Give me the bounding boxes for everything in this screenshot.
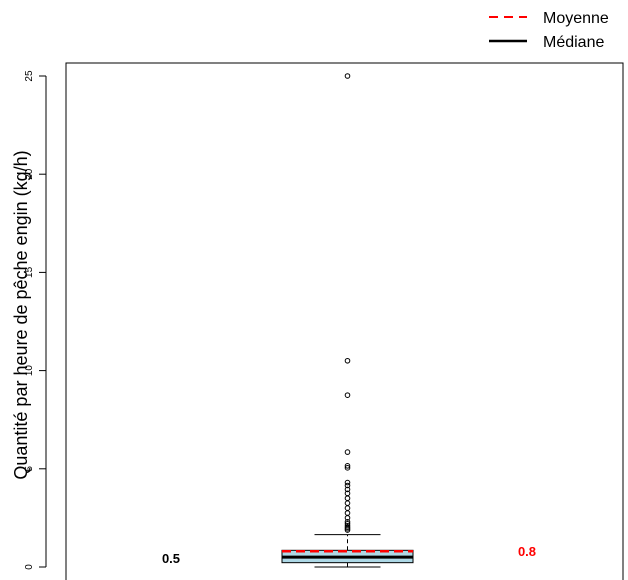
y-tick-label-0: 0 (24, 564, 35, 570)
outlier-point-0 (344, 73, 351, 79)
legend-item-mean: Moyenne (543, 10, 609, 27)
median-value-label: 0.5 (162, 551, 180, 566)
outlier-point-8 (344, 486, 351, 493)
legend-item-median: Médiane (543, 34, 604, 51)
y-tick-label-25: 25 (24, 70, 35, 82)
outlier-point-4 (344, 463, 351, 469)
y-axis: 0 5 10 15 20 25 (24, 70, 47, 570)
mean-value-label: 0.8 (518, 544, 536, 559)
y-tick-label-15: 15 (24, 266, 35, 278)
outlier-point-3 (344, 449, 351, 455)
outlier-point-14 (344, 515, 351, 521)
outlier-point-5 (344, 465, 351, 471)
plot-frame (65, 62, 624, 580)
outlier-point-6 (344, 479, 351, 486)
outlier-point-12 (344, 505, 351, 511)
outlier-point-20 (344, 527, 351, 533)
boxplot (281, 73, 414, 568)
y-tick-label-10: 10 (24, 365, 35, 377)
legend: Moyenne Médiane (489, 10, 609, 51)
outlier-point-15 (344, 519, 351, 525)
y-tick-label-20: 20 (24, 168, 35, 180)
outlier-point-1 (344, 357, 351, 364)
outlier-point-10 (344, 495, 351, 502)
outlier-point-13 (344, 510, 351, 516)
outlier-point-11 (344, 500, 351, 506)
y-axis-label: Quantité par heure de pêche engin (kg/h) (11, 150, 31, 479)
y-tick-label-5: 5 (24, 466, 35, 472)
outlier-point-7 (344, 482, 351, 489)
outlier-point-2 (344, 392, 351, 398)
